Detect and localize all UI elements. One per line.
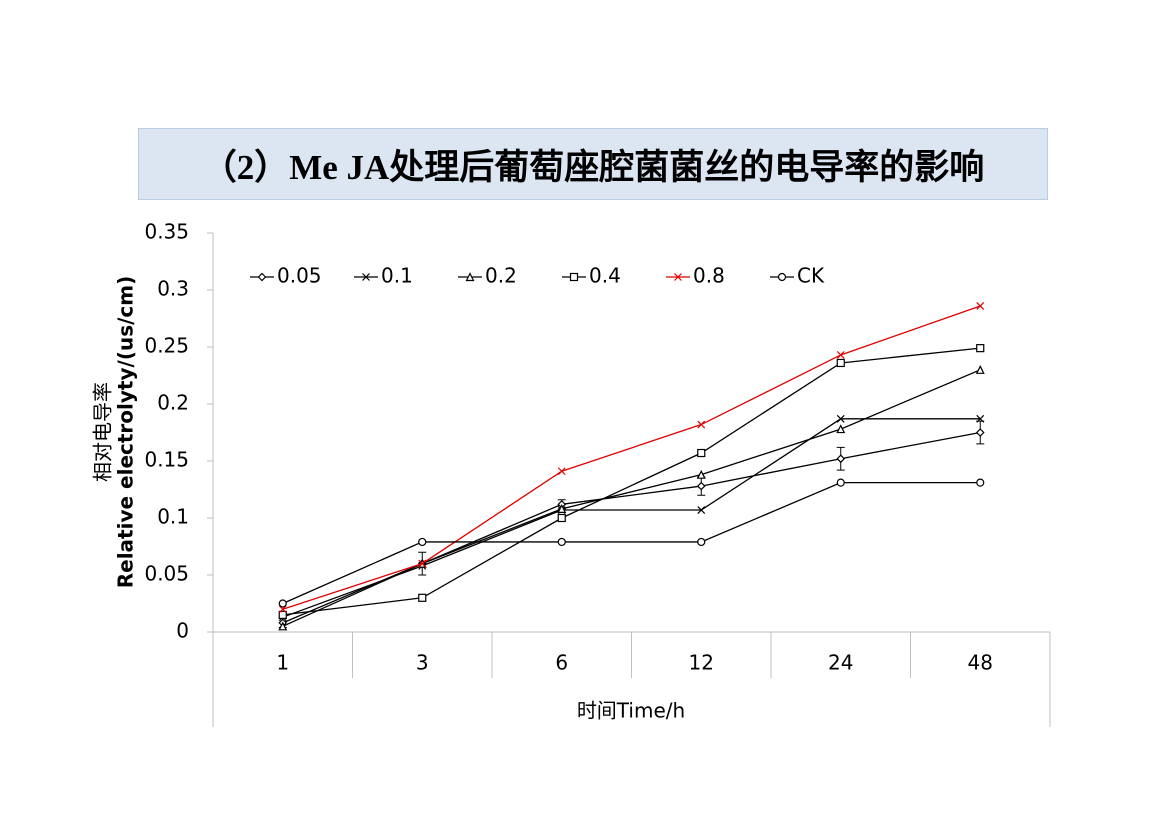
marker — [418, 593, 427, 602]
y-axis-title: 相对电导率 — [91, 382, 115, 482]
marker — [836, 454, 846, 464]
marker — [557, 513, 566, 523]
marker — [278, 599, 287, 608]
marker — [362, 273, 370, 281]
marker — [569, 272, 579, 282]
marker — [697, 537, 706, 547]
line — [282, 482, 981, 605]
marker — [836, 424, 846, 434]
marker — [696, 481, 706, 491]
marker — [557, 537, 566, 547]
y-tick-label: 0.15 — [144, 448, 189, 472]
marker — [976, 344, 985, 353]
chart-title: （2）Me JA处理后葡萄座腔菌菌丝的电导率的影响 — [138, 128, 1048, 200]
line — [282, 431, 981, 624]
y-tick-label: 0.3 — [157, 277, 189, 301]
x-axis-title: 时间Time/h — [577, 699, 685, 723]
y-tick-label: 0.05 — [144, 562, 189, 586]
x-tick-label: 6 — [555, 651, 568, 675]
marker — [836, 478, 845, 487]
marker — [976, 302, 985, 310]
y-tick-label: 0 — [176, 619, 189, 643]
legend-label: 0.05 — [277, 264, 322, 288]
x-tick-label: 48 — [968, 651, 993, 675]
y-tick-label: 0.2 — [157, 391, 189, 415]
line — [282, 305, 981, 610]
marker — [836, 414, 845, 423]
marker — [975, 364, 985, 374]
marker — [836, 351, 845, 359]
x-tick-label: 12 — [689, 651, 714, 675]
marker — [777, 272, 787, 282]
marker — [697, 448, 706, 458]
marker — [557, 504, 567, 513]
marker — [697, 506, 706, 514]
legend-label: 0.4 — [589, 264, 621, 288]
legend-label: 0.8 — [693, 264, 725, 288]
marker — [674, 273, 682, 281]
x-tick-label: 3 — [416, 651, 429, 675]
marker — [696, 469, 706, 479]
marker — [257, 272, 267, 282]
marker — [976, 478, 985, 487]
x-tick-label: 24 — [828, 651, 853, 675]
legend-label: 0.2 — [485, 264, 517, 288]
y-tick-label: 0.25 — [144, 334, 189, 358]
legend-label: CK — [797, 264, 825, 288]
marker — [278, 610, 287, 620]
x-tick-label: 1 — [276, 651, 289, 675]
marker — [836, 358, 845, 368]
line — [282, 369, 981, 627]
y-tick-label: 0.35 — [144, 220, 189, 244]
marker — [975, 428, 985, 437]
legend-label: 0.1 — [381, 264, 413, 288]
y-tick-label: 0.1 — [157, 505, 189, 529]
marker — [697, 420, 706, 429]
y-axis-title: Relative electrolyty/(us/cm) — [114, 276, 138, 589]
marker — [278, 621, 288, 631]
marker — [976, 414, 985, 423]
line — [282, 347, 981, 616]
marker — [418, 559, 427, 568]
marker — [557, 467, 566, 476]
marker — [418, 537, 427, 547]
marker — [465, 272, 475, 282]
